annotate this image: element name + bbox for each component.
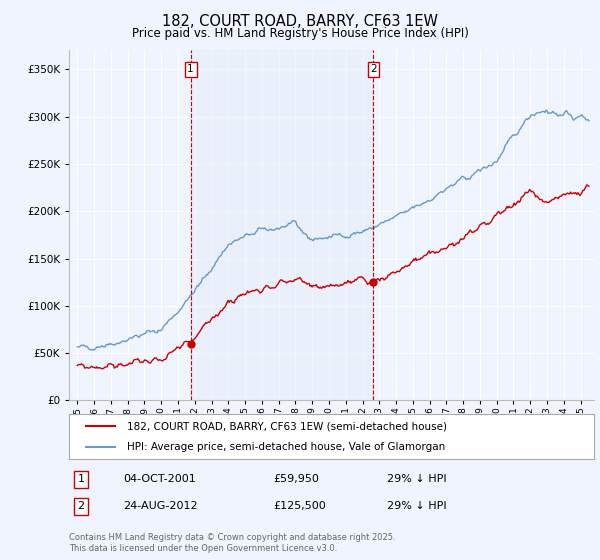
Text: £125,500: £125,500 bbox=[273, 501, 326, 511]
Text: HPI: Average price, semi-detached house, Vale of Glamorgan: HPI: Average price, semi-detached house,… bbox=[127, 442, 445, 452]
Text: 24-AUG-2012: 24-AUG-2012 bbox=[123, 501, 197, 511]
Text: 2: 2 bbox=[370, 64, 377, 74]
Text: 29% ↓ HPI: 29% ↓ HPI bbox=[387, 474, 446, 484]
Text: 29% ↓ HPI: 29% ↓ HPI bbox=[387, 501, 446, 511]
Text: 182, COURT ROAD, BARRY, CF63 1EW: 182, COURT ROAD, BARRY, CF63 1EW bbox=[162, 14, 438, 29]
Text: 1: 1 bbox=[187, 64, 194, 74]
Text: Price paid vs. HM Land Registry's House Price Index (HPI): Price paid vs. HM Land Registry's House … bbox=[131, 27, 469, 40]
Text: 1: 1 bbox=[77, 474, 85, 484]
Text: 2: 2 bbox=[77, 501, 85, 511]
Text: 04-OCT-2001: 04-OCT-2001 bbox=[123, 474, 196, 484]
Text: £59,950: £59,950 bbox=[273, 474, 319, 484]
Bar bbox=[191, 50, 373, 400]
Text: Contains HM Land Registry data © Crown copyright and database right 2025.
This d: Contains HM Land Registry data © Crown c… bbox=[69, 533, 395, 553]
Text: 182, COURT ROAD, BARRY, CF63 1EW (semi-detached house): 182, COURT ROAD, BARRY, CF63 1EW (semi-d… bbox=[127, 422, 447, 432]
